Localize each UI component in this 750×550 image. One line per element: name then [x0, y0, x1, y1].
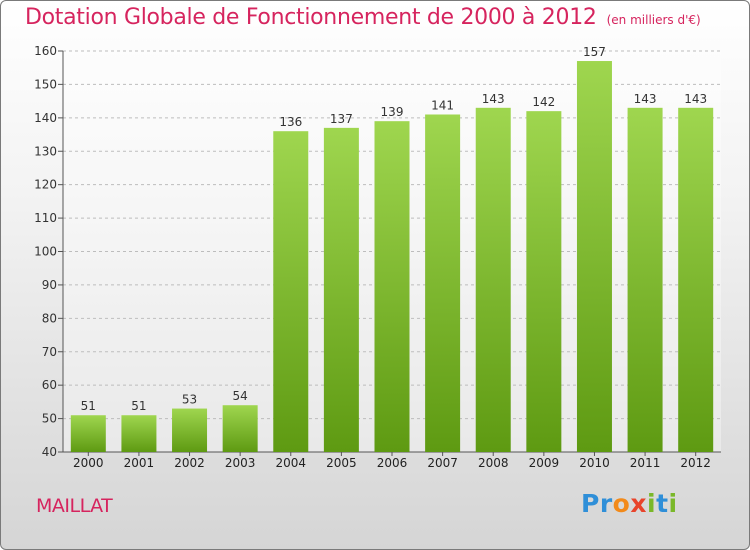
bar [678, 107, 714, 452]
x-tick-label: 2004 [275, 456, 306, 470]
logo-letter: r [599, 489, 613, 518]
y-tick-label: 100 [34, 245, 57, 259]
bar-value-label: 142 [532, 95, 555, 109]
bar [222, 405, 258, 452]
x-tick-label: 2012 [680, 456, 711, 470]
bar-value-label: 54 [233, 389, 248, 403]
y-tick-label: 60 [42, 378, 57, 392]
bar-value-label: 139 [381, 105, 404, 119]
y-tick-label: 120 [34, 178, 57, 192]
bar [627, 107, 663, 452]
x-tick-label: 2008 [478, 456, 509, 470]
y-tick-label: 130 [34, 144, 57, 158]
logo-letter: i [647, 489, 657, 518]
x-tick-label: 2006 [377, 456, 408, 470]
bar [576, 61, 612, 453]
x-tick-label: 2011 [630, 456, 661, 470]
logo-letter: P [581, 489, 600, 518]
bar [475, 107, 511, 452]
x-tick-label: 2007 [427, 456, 458, 470]
bar-value-label: 53 [182, 393, 197, 407]
logo-letter: x [630, 489, 647, 518]
unit-text: (en milliers d'€) [606, 13, 701, 27]
x-tick-label: 2005 [326, 456, 357, 470]
x-tick-label: 2002 [174, 456, 205, 470]
bar [374, 121, 410, 453]
x-tick-label: 2001 [124, 456, 155, 470]
x-tick-label: 2010 [579, 456, 610, 470]
x-tick-label: 2009 [529, 456, 560, 470]
bar-value-label: 143 [684, 92, 707, 106]
bar-value-label: 136 [279, 115, 302, 129]
bar [323, 127, 359, 452]
logo-letter: i [668, 489, 678, 518]
y-tick-label: 70 [42, 345, 57, 359]
bar-value-label: 137 [330, 112, 353, 126]
bar [121, 415, 157, 452]
bar [425, 114, 461, 452]
bar-value-label: 51 [81, 399, 96, 413]
x-tick-label: 2003 [225, 456, 256, 470]
logo-letter: o [612, 489, 631, 518]
bar-value-label: 51 [131, 399, 146, 413]
bar-value-label: 143 [482, 92, 505, 106]
y-tick-label: 140 [34, 111, 57, 125]
y-tick-label: 50 [42, 412, 57, 426]
proxiti-logo: Proxiti [581, 489, 678, 518]
bar [172, 408, 208, 452]
commune-name: MAILLAT [36, 495, 113, 517]
x-tick-label: 2000 [73, 456, 104, 470]
bar-value-label: 141 [431, 98, 454, 112]
y-tick-label: 160 [34, 44, 57, 58]
y-tick-label: 80 [42, 311, 57, 325]
bar [70, 415, 106, 452]
title-text: Dotation Globale de Fonctionnement de 20… [25, 5, 597, 30]
y-tick-label: 40 [42, 445, 57, 459]
bar [526, 111, 562, 453]
bar-value-label: 143 [634, 92, 657, 106]
logo-letter: t [656, 489, 669, 518]
bar [273, 131, 309, 452]
y-tick-label: 90 [42, 278, 57, 292]
chart-title: Dotation Globale de Fonctionnement de 20… [25, 5, 701, 30]
y-tick-label: 110 [34, 211, 57, 225]
bar-value-label: 157 [583, 45, 606, 59]
y-tick-label: 150 [34, 77, 57, 91]
